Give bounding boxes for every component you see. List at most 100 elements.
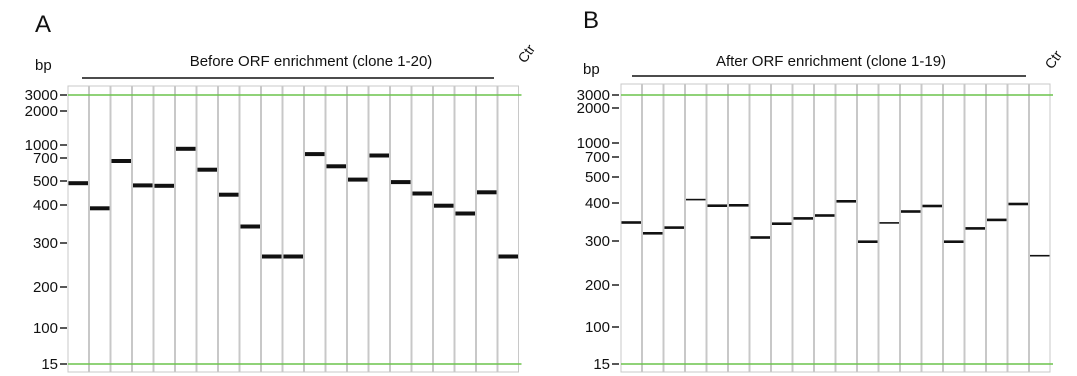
ladder-tick-label: 500 (33, 173, 58, 190)
lane (663, 83, 685, 373)
band (793, 217, 813, 220)
ladder-tick-label: 200 (585, 277, 610, 294)
ladder-tick-label: 1000 (577, 135, 610, 152)
panel-label: B (583, 7, 599, 34)
lane (728, 83, 750, 373)
band (326, 164, 346, 169)
lane (857, 83, 879, 373)
lane (261, 85, 283, 373)
band (901, 210, 921, 213)
band (815, 214, 835, 217)
ladder-tick-label: 300 (585, 233, 610, 250)
lane (1029, 83, 1051, 373)
ladder-tick-label: 2000 (25, 103, 58, 120)
lane (900, 83, 922, 373)
bands (68, 146, 518, 259)
lane (347, 85, 369, 373)
lanes (620, 83, 1051, 373)
ladder-tick-label: 400 (585, 195, 610, 212)
lane (218, 85, 240, 373)
ladder-tick-label: 2000 (577, 100, 610, 117)
band (686, 198, 706, 201)
band (1030, 254, 1050, 257)
band (154, 183, 174, 188)
band (772, 222, 792, 225)
band (729, 204, 749, 207)
band (240, 224, 260, 229)
ladder-tick-label: 700 (33, 150, 58, 167)
band (922, 204, 942, 208)
ladder-tick-label: 3000 (25, 87, 58, 104)
ladder-tick-label: 500 (585, 169, 610, 186)
lane (792, 83, 814, 373)
lane (89, 85, 111, 373)
lane (175, 85, 197, 373)
band (283, 254, 303, 259)
band (197, 167, 217, 172)
band (477, 190, 497, 195)
control-label: Ctr (514, 41, 538, 66)
lane (706, 83, 728, 373)
ladder-tick-label: 200 (33, 279, 58, 296)
band (707, 204, 727, 207)
band (90, 206, 110, 211)
marker-lines (621, 94, 1053, 365)
band (176, 146, 196, 151)
lane (771, 83, 793, 373)
band (944, 240, 964, 243)
lane (497, 85, 519, 373)
band (133, 183, 153, 188)
ladder-tick-label: 400 (33, 197, 58, 214)
group-label: Before ORF enrichment (clone 1-20) (190, 53, 433, 70)
lane (153, 85, 175, 373)
lane (110, 85, 132, 373)
lane (433, 85, 455, 373)
lane (476, 85, 498, 373)
unit-label: bp (583, 61, 600, 78)
band (262, 254, 282, 259)
gel-panel-b: B bp After ORF enrichment (clone 1-19) C… (577, 7, 1066, 373)
lane (878, 83, 900, 373)
ladder-tick-label: 15 (593, 356, 610, 373)
band (965, 227, 985, 230)
ladder-tick-label: 15 (41, 356, 58, 373)
band (498, 254, 518, 259)
lane (325, 85, 347, 373)
band (369, 153, 389, 158)
lane (1007, 83, 1029, 373)
ladder-tick-label: 300 (33, 235, 58, 252)
ladder-tick-label: 100 (585, 319, 610, 336)
band (68, 181, 88, 186)
band (836, 200, 856, 203)
band (1008, 202, 1028, 206)
band (348, 177, 368, 182)
band (455, 211, 475, 216)
lane (986, 83, 1008, 373)
unit-label: bp (35, 57, 52, 74)
band (434, 203, 454, 208)
lane (132, 85, 154, 373)
marker-lines (68, 94, 522, 365)
ladder-tick-label: 3000 (577, 87, 610, 104)
lane (921, 83, 943, 373)
lane (964, 83, 986, 373)
band (858, 240, 878, 243)
lane (196, 85, 218, 373)
ladder-tick-label: 700 (585, 149, 610, 166)
lane (411, 85, 433, 373)
gel-panel-a: A bp Before ORF enrichment (clone 1-20) … (25, 11, 539, 373)
band (412, 191, 432, 196)
band (879, 222, 899, 224)
band (111, 159, 131, 163)
lanes (67, 85, 519, 373)
band (305, 152, 325, 157)
lane (685, 83, 707, 373)
bands (621, 198, 1050, 257)
lane (814, 83, 836, 373)
lane (368, 85, 390, 373)
lane (67, 85, 89, 373)
band (664, 226, 684, 229)
band (987, 218, 1007, 222)
lane (454, 85, 476, 373)
